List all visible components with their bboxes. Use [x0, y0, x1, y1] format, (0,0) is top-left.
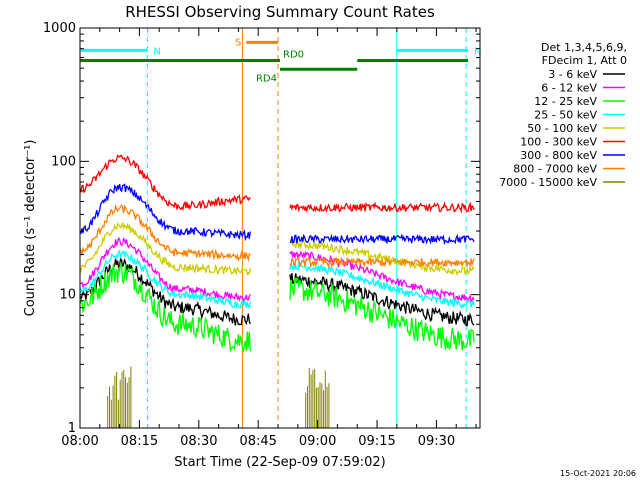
chart-title: RHESSI Observing Summary Count Rates: [125, 3, 435, 21]
series-line: [79, 250, 475, 309]
y-tick-label: 1000: [43, 21, 76, 36]
y-tick-label: 100: [51, 154, 76, 169]
legend-header: FDecim 1, Att 0: [542, 54, 627, 67]
legend-entry-label: 6 - 12 keV: [541, 82, 597, 95]
y-axis-label: Count Rate (s⁻¹ detector⁻¹): [23, 140, 38, 317]
x-tick-label: 08:15: [121, 434, 158, 449]
x-tick-label: 09:30: [418, 434, 455, 449]
legend-entry-label: 7000 - 15000 keV: [499, 176, 597, 189]
x-axis-label: Start Time (22-Sep-09 07:59:02): [174, 455, 385, 470]
series-line: [79, 183, 475, 246]
legend-entry-label: 3 - 6 keV: [548, 68, 597, 81]
series-line: [79, 154, 475, 214]
footer-timestamp: 15-Oct-2021 20:06: [560, 469, 636, 478]
flag-label: RD0: [283, 50, 304, 61]
series-lines: [79, 154, 475, 428]
legend-entry-label: 100 - 300 keV: [520, 136, 597, 149]
observing-flags: N N S RD0 RD4: [80, 37, 482, 84]
series-line: [79, 257, 475, 327]
y-tick-label: 10: [59, 288, 76, 303]
legend-entry-label: 800 - 7000 keV: [513, 163, 597, 176]
x-tick-label: 08:30: [180, 434, 217, 449]
flag-label: S: [235, 37, 241, 48]
legend-entry-label: 50 - 100 keV: [527, 122, 597, 135]
legend-header: Det 1,3,4,5,6,9,: [541, 41, 627, 54]
x-tick-label: 09:15: [358, 434, 395, 449]
legend: Det 1,3,4,5,6,9,FDecim 1, Att 03 - 6 keV…: [499, 41, 627, 189]
x-tick-label: 08:45: [239, 434, 276, 449]
x-tick-label: 08:00: [61, 434, 98, 449]
y-tick-label: 1: [68, 421, 76, 436]
x-tick-label: 09:00: [299, 434, 336, 449]
legend-entry-label: 12 - 25 keV: [534, 95, 597, 108]
series-line: [79, 262, 475, 354]
series-line: [79, 203, 475, 269]
flag-label: N: [153, 46, 160, 57]
plot-frame: [79, 27, 481, 429]
axis-ticks: 08:00 08:15 08:30 08:45 09:00 09:15 09:30 1 10 10…: [43, 21, 480, 449]
vertical-markers: [79, 28, 467, 428]
legend-entry-label: 25 - 50 keV: [534, 109, 597, 122]
flag-label: RD4: [256, 73, 277, 84]
flag-label: N: [474, 46, 481, 57]
series-line: [107, 366, 330, 428]
series-line: [79, 222, 475, 277]
legend-entry-label: 300 - 800 keV: [520, 149, 597, 162]
